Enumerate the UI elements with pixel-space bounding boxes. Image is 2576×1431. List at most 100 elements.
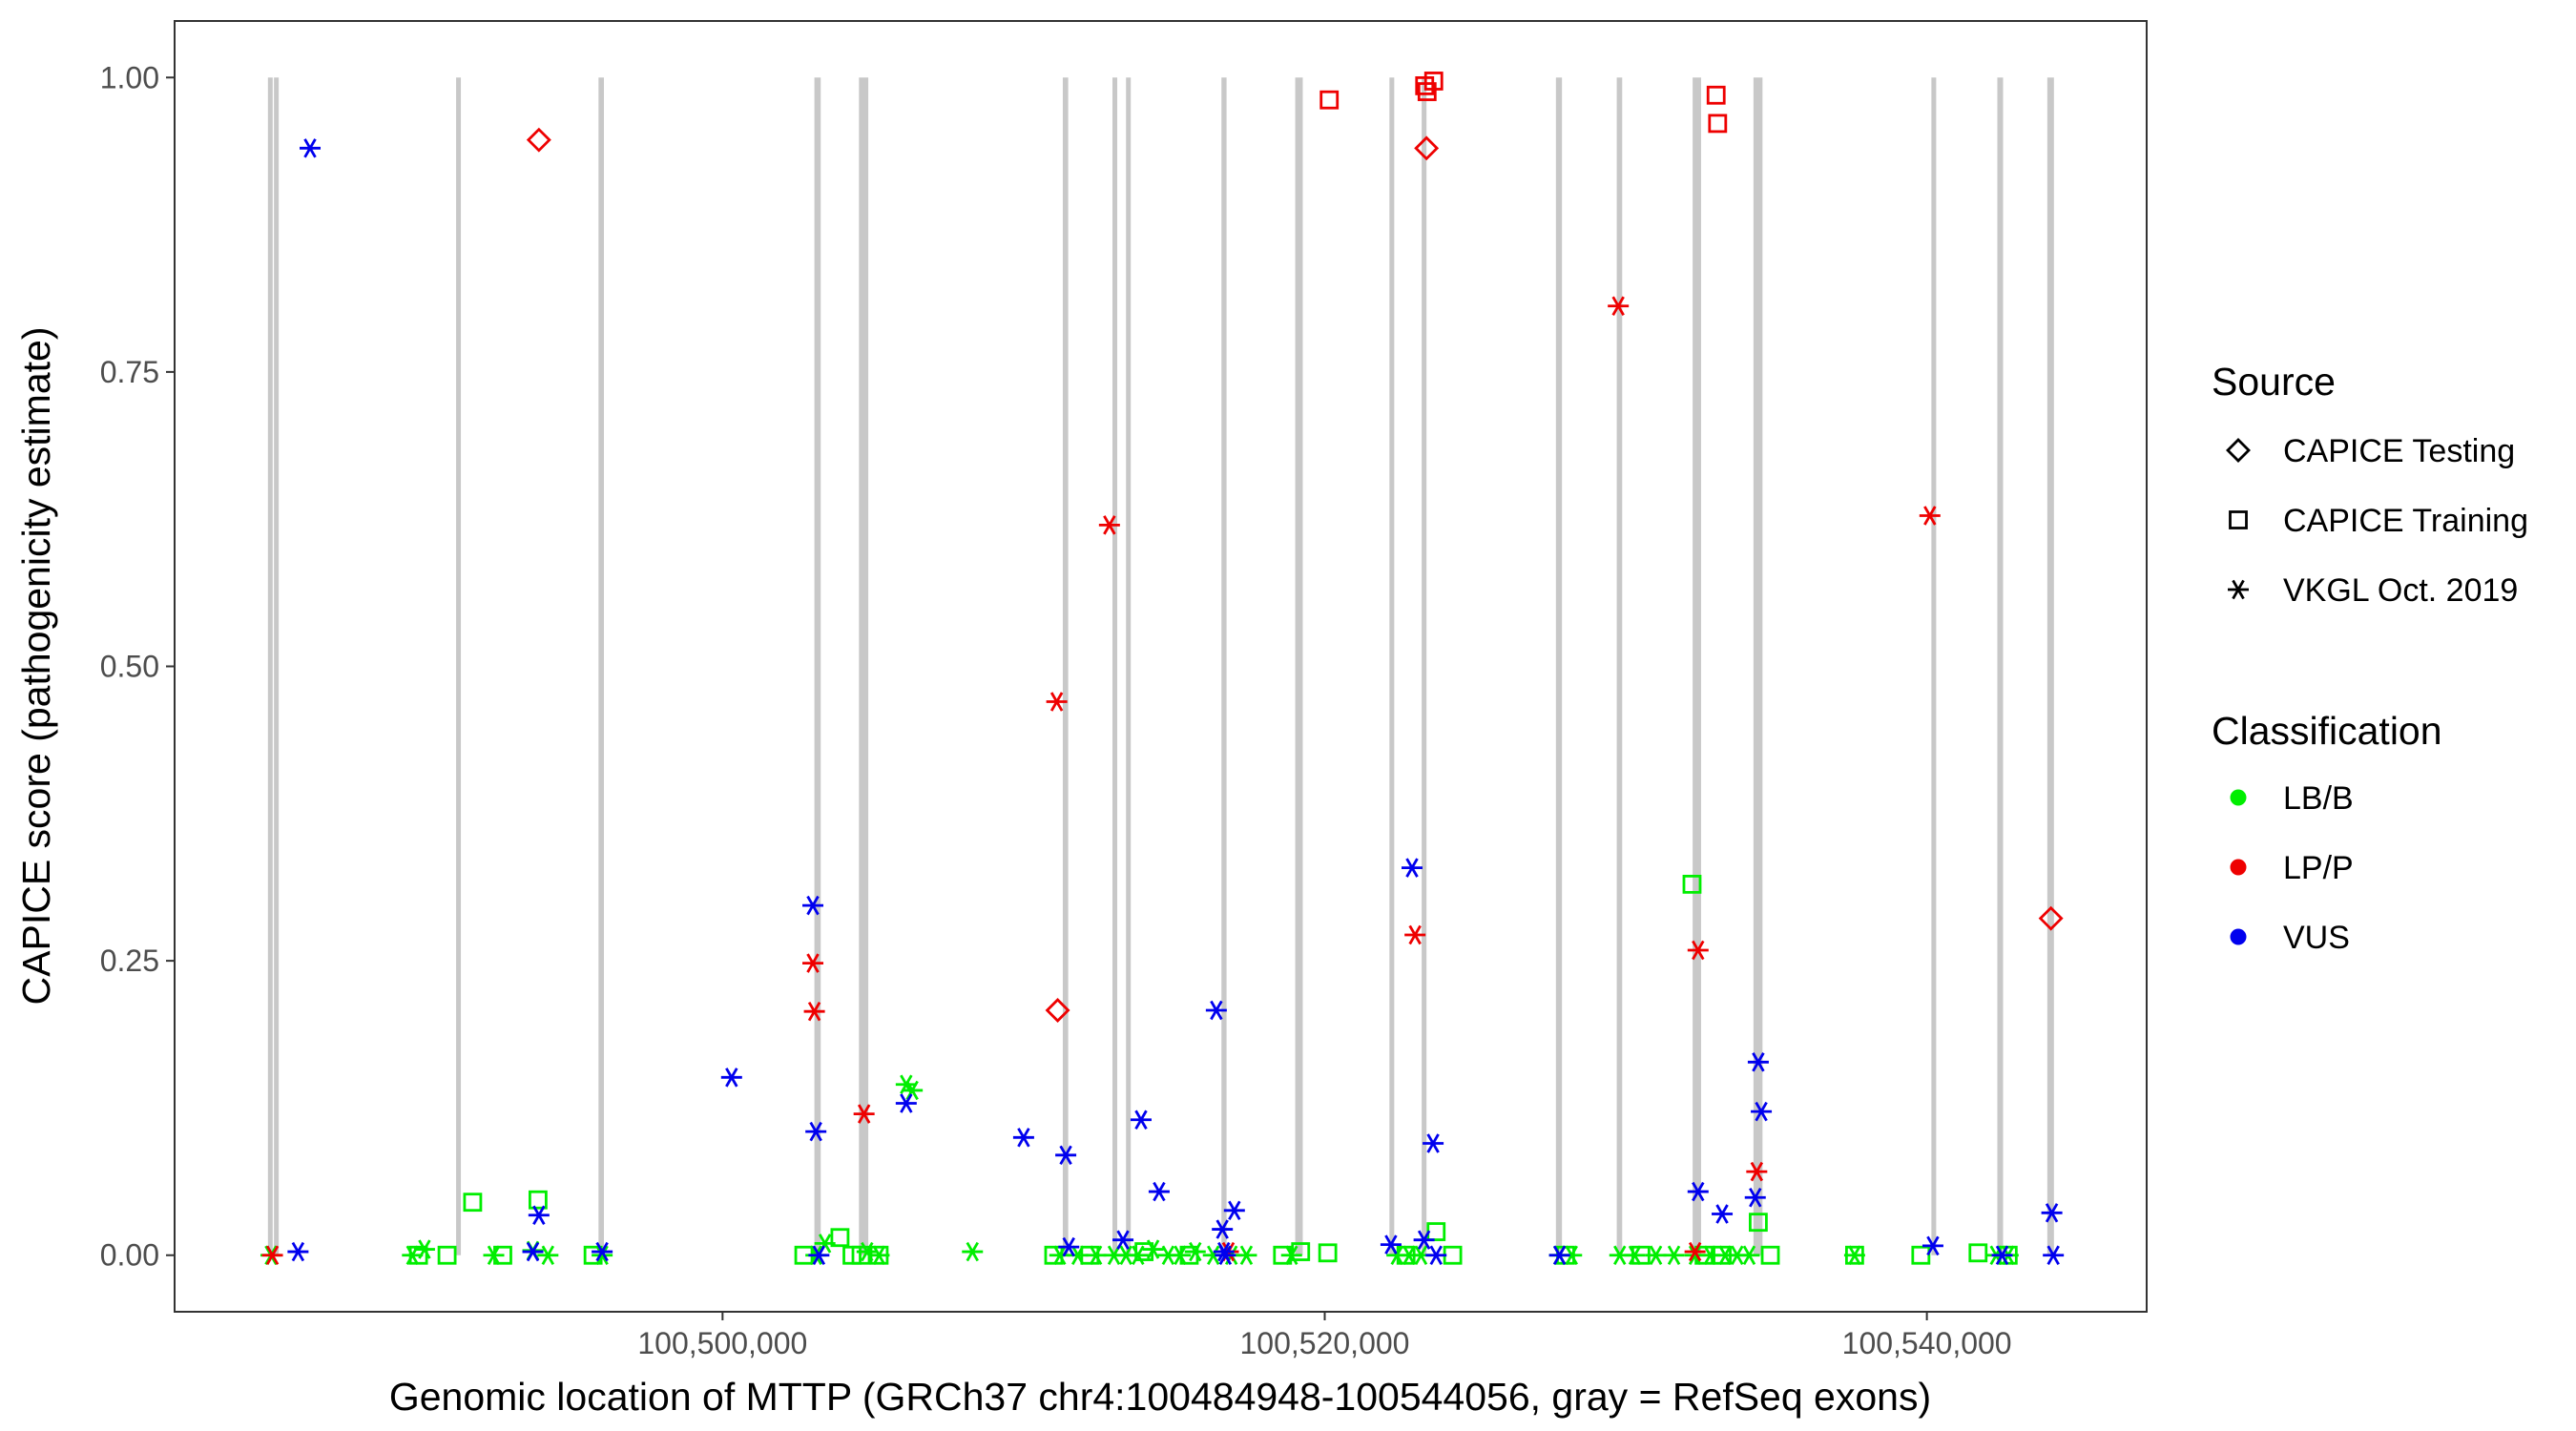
asterisk-point-vus xyxy=(1991,1245,2013,1265)
square-point-lb-b xyxy=(1760,1245,1780,1265)
x-tick-label: 100,540,000 xyxy=(1842,1326,2012,1360)
asterisk-point-vus xyxy=(1215,1245,1236,1265)
square-point-lp-p xyxy=(1708,114,1728,134)
asterisk-point-vus xyxy=(1380,1234,1402,1255)
legend-class-label: VUS xyxy=(2283,920,2350,956)
legend-key-dot xyxy=(2230,789,2247,806)
asterisk-point-vus xyxy=(592,1241,613,1262)
square-point-lp-p xyxy=(1423,72,1444,91)
asterisk-point-lb-b xyxy=(537,1245,559,1265)
asterisk-point-lp-p xyxy=(853,1104,875,1124)
asterisk-point-lb-b xyxy=(413,1239,435,1259)
asterisk-point-lp-p xyxy=(1404,924,1426,945)
exon-band xyxy=(456,77,462,1255)
asterisk-point-vus xyxy=(895,1093,917,1113)
square-point-lb-b xyxy=(437,1245,457,1265)
asterisk-point-lp-p xyxy=(1608,296,1630,316)
asterisk-point-lb-b xyxy=(1843,1245,1865,1265)
asterisk-point-lp-p xyxy=(1046,692,1068,712)
asterisk-point-lb-b xyxy=(1663,1245,1685,1265)
square-point-lb-b xyxy=(1426,1222,1446,1241)
asterisk-point-lb-b xyxy=(1067,1245,1089,1265)
square-point-lb-b xyxy=(1682,874,1702,894)
diamond-point-lp-p xyxy=(2038,905,2064,931)
square-point-lp-p xyxy=(1417,82,1437,101)
legend-class-label: LB/B xyxy=(2283,780,2354,817)
asterisk-point-vus xyxy=(1112,1230,1134,1250)
exon-bands xyxy=(267,77,2054,1255)
legend-key-square xyxy=(2229,510,2248,529)
asterisk-point-vus xyxy=(1148,1181,1170,1202)
legend-source-items: CAPICE Testing CAPICE Training VKGL Oct. 2… xyxy=(2226,433,2528,609)
exon-band xyxy=(1997,77,2004,1255)
asterisk-point-vus xyxy=(1212,1219,1234,1239)
square-point-lb-b xyxy=(1911,1245,1931,1265)
y-tick-label: 0.50 xyxy=(100,650,159,684)
asterisk-point-vus xyxy=(528,1205,550,1225)
legend-class-label: LP/P xyxy=(2283,850,2354,886)
asterisk-point-vus xyxy=(802,895,824,916)
legend-source-label: VKGL Oct. 2019 xyxy=(2283,572,2518,609)
exon-band xyxy=(1555,77,1563,1255)
asterisk-point-lp-p xyxy=(803,1001,825,1022)
exon-band xyxy=(1753,77,1763,1255)
asterisk-point-vus xyxy=(1425,1245,1447,1265)
asterisk-point-lp-p xyxy=(1919,506,1941,526)
asterisk-point-vus xyxy=(1423,1133,1444,1153)
x-tick-label: 100,520,000 xyxy=(1240,1326,1410,1360)
exon-band xyxy=(814,77,821,1255)
legend-class-items: LB/B LP/P VUS xyxy=(2230,780,2354,956)
asterisk-point-lb-b xyxy=(1624,1245,1646,1265)
asterisk-point-vus xyxy=(1402,858,1423,878)
asterisk-point-lb-b xyxy=(856,1241,878,1262)
asterisk-point-lb-b xyxy=(1127,1245,1149,1265)
legend-source-label: CAPICE Testing xyxy=(2283,433,2515,469)
square-point-lp-p xyxy=(1319,90,1340,110)
exon-band xyxy=(1126,77,1132,1255)
exon-band xyxy=(274,77,280,1255)
asterisk-point-lb-b xyxy=(1645,1245,1667,1265)
square-point-lb-b xyxy=(830,1228,850,1248)
x-axis-label: Genomic location of MTTP (GRCh37 chr4:10… xyxy=(389,1375,1931,1419)
legend: Source CAPICE Testing CAPICE Training VKGL… xyxy=(2212,360,2528,956)
square-point-lb-b xyxy=(528,1190,548,1210)
axes: 0.00 0.25 0.50 0.75 1.00 100,500,000 100,520,0… xyxy=(100,60,2012,1360)
asterisk-point-vus xyxy=(2041,1203,2063,1223)
asterisk-point-vus xyxy=(1130,1110,1152,1130)
asterisk-point-lp-p xyxy=(1684,1241,1706,1262)
asterisk-point-lp-p xyxy=(1687,940,1709,961)
asterisk-point-lb-b xyxy=(1049,1245,1070,1265)
legend-source-label: CAPICE Training xyxy=(2283,503,2528,539)
diamond-point-lp-p xyxy=(1414,135,1440,161)
asterisk-point-vus xyxy=(1744,1188,1766,1208)
data-points xyxy=(260,72,2065,1265)
asterisk-point-lb-b xyxy=(1280,1245,1302,1265)
asterisk-point-vus xyxy=(1223,1200,1245,1221)
asterisk-point-vus xyxy=(1055,1145,1077,1166)
asterisk-point-vus xyxy=(1413,1230,1435,1250)
square-point-lb-b xyxy=(463,1192,483,1213)
asterisk-point-vus xyxy=(522,1241,544,1262)
asterisk-point-vus xyxy=(1922,1235,1943,1256)
exon-band xyxy=(1931,77,1937,1255)
asterisk-point-vus xyxy=(1687,1181,1709,1202)
exon-band xyxy=(1062,77,1069,1255)
exon-band xyxy=(1112,77,1118,1255)
y-tick-label: 1.00 xyxy=(100,60,159,94)
square-point-lb-b xyxy=(1968,1243,1988,1263)
exon-band xyxy=(859,77,869,1255)
asterisk-point-vus xyxy=(1548,1245,1570,1265)
asterisk-point-vus xyxy=(1751,1101,1773,1122)
asterisk-point-vus xyxy=(805,1121,827,1142)
legend-classification-title: Classification xyxy=(2212,709,2442,753)
exon-band xyxy=(2046,77,2054,1255)
asterisk-point-lb-b xyxy=(1085,1245,1107,1265)
asterisk-point-vus xyxy=(1058,1236,1080,1257)
square-point-lb-b xyxy=(1749,1213,1768,1233)
exon-band xyxy=(1221,77,1227,1255)
diamond-point-lp-p xyxy=(526,127,551,153)
exon-band xyxy=(1422,77,1427,1255)
x-tick-label: 100,500,000 xyxy=(637,1326,807,1360)
asterisk-point-lp-p xyxy=(1098,515,1120,535)
